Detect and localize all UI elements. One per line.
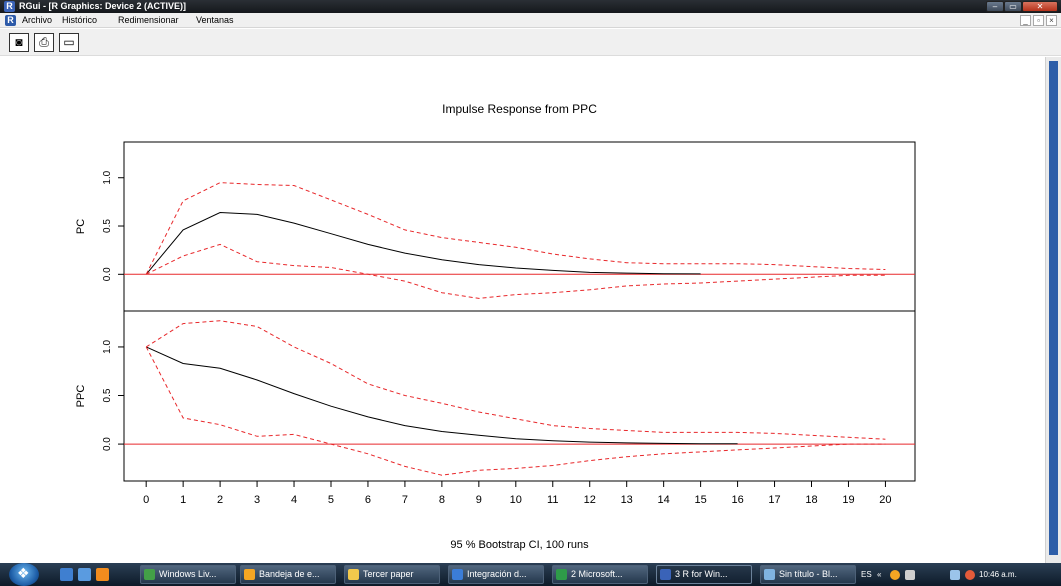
close-button[interactable]: ✕ [1022,1,1058,12]
taskbar-button[interactable]: 3 R for Win... [656,565,752,584]
excel-icon [556,569,567,580]
taskbar: Windows Liv... Bandeja de e... Tercer pape… [0,563,1061,586]
upper-ci-line [145,320,886,440]
x-tick-label: 3 [254,494,260,506]
x-tick-label: 13 [621,494,633,506]
x-tick-label: 15 [694,494,706,506]
x-tick-label: 19 [842,494,854,506]
folder-icon [348,569,359,580]
system-tray: ES « 10:46 a.m. [855,563,1061,586]
r-icon [660,569,671,580]
y-tick-label: 0.0 [102,267,113,281]
lower-ci-line [145,346,886,476]
menu-ventanas[interactable]: Ventanas [196,15,234,25]
upper-ci-line [145,182,886,275]
window-titlebar: R RGui - [R Graphics: Device 2 (ACTIVE)]… [0,0,1061,13]
panel-frame [123,141,916,312]
window-icon[interactable]: ▭ [59,33,79,52]
menu-bar: R Archivo Histórico Redimensionar Ventan… [0,13,1061,28]
x-tick-label: 4 [291,494,297,506]
mdi-close-button[interactable]: × [1046,15,1057,26]
word-icon [452,569,463,580]
y-tick-label: 0.5 [102,388,113,402]
y-axis-label: PPC [75,385,87,408]
y-tick-label: 1.0 [102,170,113,184]
x-tick-label: 11 [547,494,558,506]
x-tick-label: 5 [328,494,334,506]
x-tick-label: 1 [180,494,186,506]
minimize-button[interactable]: – [986,1,1004,12]
x-tick-label: 7 [402,494,408,506]
x-tick-label: 12 [584,494,596,506]
camera-icon[interactable]: ◙ [9,33,29,52]
x-tick-label: 17 [768,494,780,506]
r-app-icon: R [4,1,15,12]
y-tick-label: 0.5 [102,219,113,233]
r-menu-icon[interactable]: R [5,15,16,26]
taskbar-button-label: Windows Liv... [159,569,217,579]
x-tick-label: 20 [879,494,891,506]
tray-expand-icon[interactable]: « [877,570,882,579]
x-tick-label: 10 [510,494,522,506]
taskbar-button[interactable]: Bandeja de e... [240,565,336,584]
taskbar-button[interactable]: Windows Liv... [140,565,236,584]
taskbar-button[interactable]: Sin título - Bl... [760,565,856,584]
taskbar-button[interactable]: Tercer paper [344,565,440,584]
media-player-icon[interactable] [96,568,109,581]
panel-frame [123,310,916,482]
notepad-icon [764,569,775,580]
response-line [145,346,738,445]
window-title: RGui - [R Graphics: Device 2 (ACTIVE)] [19,1,187,11]
mdi-restore-button[interactable]: ▫ [1033,15,1044,26]
messenger-icon [144,569,155,580]
x-tick-label: 6 [365,494,371,506]
menu-redimensionar[interactable]: Redimensionar [118,15,179,25]
toolbar: ◙ ⎙ ▭ [0,29,1061,56]
clock[interactable]: 10:46 a.m. [979,570,1017,579]
volume-tray-icon[interactable] [965,570,975,580]
mail-icon [244,569,255,580]
x-tick-label: 8 [439,494,445,506]
y-tick-label: 0.0 [102,437,113,451]
taskbar-button[interactable]: Integración d... [448,565,544,584]
taskbar-button[interactable]: 2 Microsoft... [552,565,648,584]
network-tray-icon[interactable] [905,570,915,580]
mdi-minimize-button[interactable]: _ [1020,15,1031,26]
x-tick-label: 16 [731,494,743,506]
taskbar-button-label: Tercer paper [363,569,414,579]
language-indicator[interactable]: ES [861,570,872,579]
taskbar-button-label: Bandeja de e... [259,569,320,579]
response-line [145,211,701,275]
graphics-device: Impulse Response from PPC 0.0 0.5 1.0 PC 0.0 0… [0,57,1045,563]
menu-archivo[interactable]: Archivo [22,15,53,25]
x-tick-label: 14 [658,494,670,506]
x-axis-label: 95 % Bootstrap CI, 100 runs [450,539,589,551]
y-axis-label: PC [75,219,87,234]
printer-icon[interactable]: ⎙ [34,33,54,52]
x-tick-label: 18 [805,494,817,506]
taskbar-button-label: 2 Microsoft... [571,569,623,579]
taskbar-button-label: Sin título - Bl... [779,569,838,579]
switch-windows-icon[interactable] [78,568,91,581]
x-tick-label: 0 [143,494,149,506]
taskbar-button-label: Integración d... [467,569,527,579]
scrollbar-thumb[interactable] [1049,61,1058,555]
x-tick-label: 2 [217,494,223,506]
taskbar-button-label: 3 R for Win... [675,569,728,579]
menu-historico[interactable]: Histórico [62,15,98,25]
show-desktop-icon[interactable] [60,568,73,581]
x-tick-label: 9 [476,494,482,506]
impulse-response-chart: Impulse Response from PPC 0.0 0.5 1.0 PC 0.0 0… [75,102,916,551]
display-tray-icon[interactable] [950,570,960,580]
chart-title: Impulse Response from PPC [442,102,597,116]
messenger-tray-icon[interactable] [890,570,900,580]
start-button[interactable] [9,563,39,586]
vertical-scrollbar[interactable] [1045,57,1061,563]
lower-ci-line [145,243,886,299]
y-tick-label: 1.0 [102,340,113,354]
maximize-button[interactable]: ▭ [1004,1,1022,12]
